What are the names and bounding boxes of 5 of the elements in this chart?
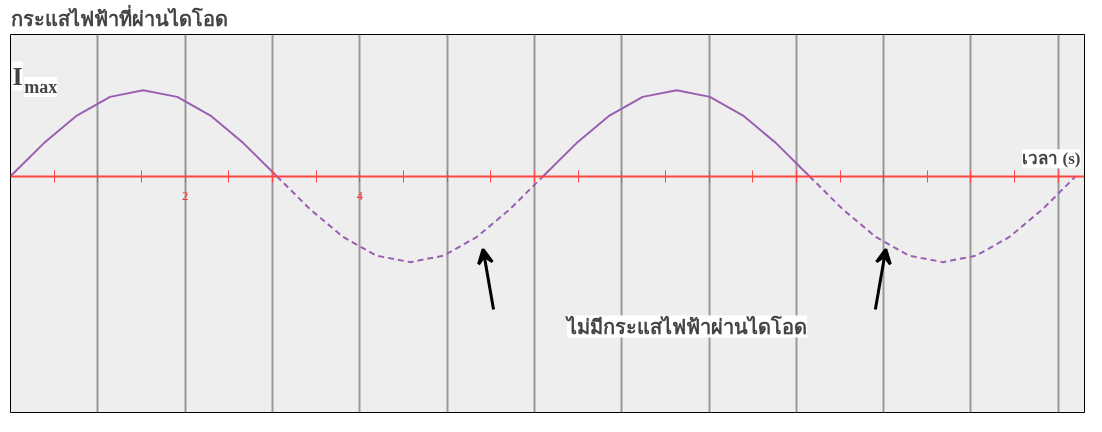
chart-title: กระแสไฟฟ้าที่ผ่านไดโอด [10,3,228,30]
x-tick-label: 2 [181,188,189,204]
x-axis-title: เวลา (s) [1022,149,1081,169]
x-tick-label: 4 [356,188,364,204]
text: ไม่มีกระแสไฟฟ้าผ่านไดโอด [565,314,808,338]
